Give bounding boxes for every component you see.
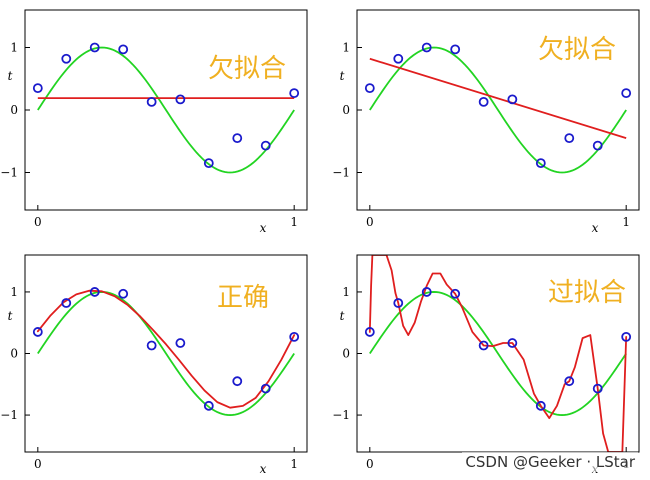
fitted-curve <box>36 289 296 409</box>
x-tick-label: 0 <box>366 457 374 471</box>
data-point <box>535 400 546 411</box>
true-function-curve <box>369 46 627 174</box>
true-function-curve <box>37 291 295 416</box>
y-tick-label: 0 <box>342 347 350 361</box>
y-tick-label: −1 <box>0 408 18 422</box>
subplot-underfit-constant: t x 欠拟合 0 1 1 0 −1 <box>0 9 308 235</box>
data-point <box>232 376 243 387</box>
data-point <box>478 96 489 107</box>
data-point <box>478 340 489 351</box>
data-point <box>621 331 632 342</box>
y-tick-label: 1 <box>342 41 350 55</box>
data-point <box>89 287 100 297</box>
data-point <box>564 133 575 144</box>
data-point <box>118 288 129 299</box>
ylabel: t <box>340 69 345 83</box>
y-tick-label: 1 <box>10 41 18 55</box>
data-point <box>61 298 72 308</box>
ylabel: t <box>340 309 345 323</box>
data-point <box>592 140 603 151</box>
data-point <box>175 338 186 348</box>
data-point <box>146 340 157 351</box>
y-tick-label: −1 <box>0 166 18 180</box>
data-point <box>260 383 271 394</box>
y-tick-label: −1 <box>332 408 350 422</box>
plot-area <box>368 255 628 452</box>
x-tick-label: 1 <box>290 457 298 471</box>
y-tick-label: 1 <box>10 285 18 299</box>
data-point <box>203 400 214 411</box>
data-point <box>393 298 404 308</box>
x-tick-label: 1 <box>622 215 630 229</box>
data-point <box>146 96 157 107</box>
true-function-curve <box>37 46 295 174</box>
fitted-curve <box>369 57 627 139</box>
data-point <box>507 94 518 105</box>
fitted-curve <box>368 255 628 452</box>
data-point <box>118 44 129 55</box>
y-tick-label: 0 <box>10 347 18 361</box>
data-point <box>421 287 432 297</box>
data-point <box>260 140 271 151</box>
y-tick-label: −1 <box>332 166 350 180</box>
annotation-label: 正确 <box>217 283 269 313</box>
xlabel: x <box>260 221 267 235</box>
annotation-label: 欠拟合 <box>208 54 286 84</box>
data-point <box>535 158 546 169</box>
y-tick-label: 0 <box>342 103 350 117</box>
data-point <box>364 83 375 94</box>
plot-area <box>369 46 627 174</box>
data-point <box>61 53 72 64</box>
data-point <box>175 94 186 105</box>
data-point <box>450 44 461 55</box>
plot-area <box>37 46 295 174</box>
data-point <box>421 42 432 53</box>
x-tick-label: 0 <box>34 215 42 229</box>
data-point <box>232 133 243 144</box>
subplot-good-fit: t x 正确 0 1 1 0 −1 <box>0 254 308 476</box>
watermark: CSDN @Geeker · LStar <box>462 452 638 472</box>
data-point <box>203 158 214 169</box>
xlabel: x <box>592 221 599 235</box>
y-tick-label: 1 <box>342 285 350 299</box>
data-point <box>289 331 300 342</box>
data-point <box>564 376 575 387</box>
data-point <box>364 327 375 337</box>
y-tick-label: 0 <box>10 103 18 117</box>
data-point <box>507 338 518 348</box>
ylabel: t <box>8 69 13 83</box>
x-tick-label: 0 <box>34 457 42 471</box>
annotation-label: 欠拟合 <box>538 35 616 65</box>
xlabel: x <box>260 462 267 476</box>
data-point <box>450 288 461 299</box>
true-function-curve <box>369 291 627 416</box>
data-point <box>621 88 632 99</box>
data-point <box>32 327 43 337</box>
x-tick-label: 0 <box>366 215 374 229</box>
data-point <box>32 83 43 94</box>
plot-area <box>36 289 296 416</box>
ylabel: t <box>8 309 13 323</box>
data-point <box>393 53 404 64</box>
data-point <box>89 42 100 53</box>
subplot-underfit-linear: t x 欠拟合 0 1 1 0 −1 <box>332 9 640 235</box>
x-tick-label: 1 <box>290 215 298 229</box>
annotation-label: 过拟合 <box>548 278 626 308</box>
data-point <box>592 383 603 394</box>
data-point <box>289 88 300 99</box>
